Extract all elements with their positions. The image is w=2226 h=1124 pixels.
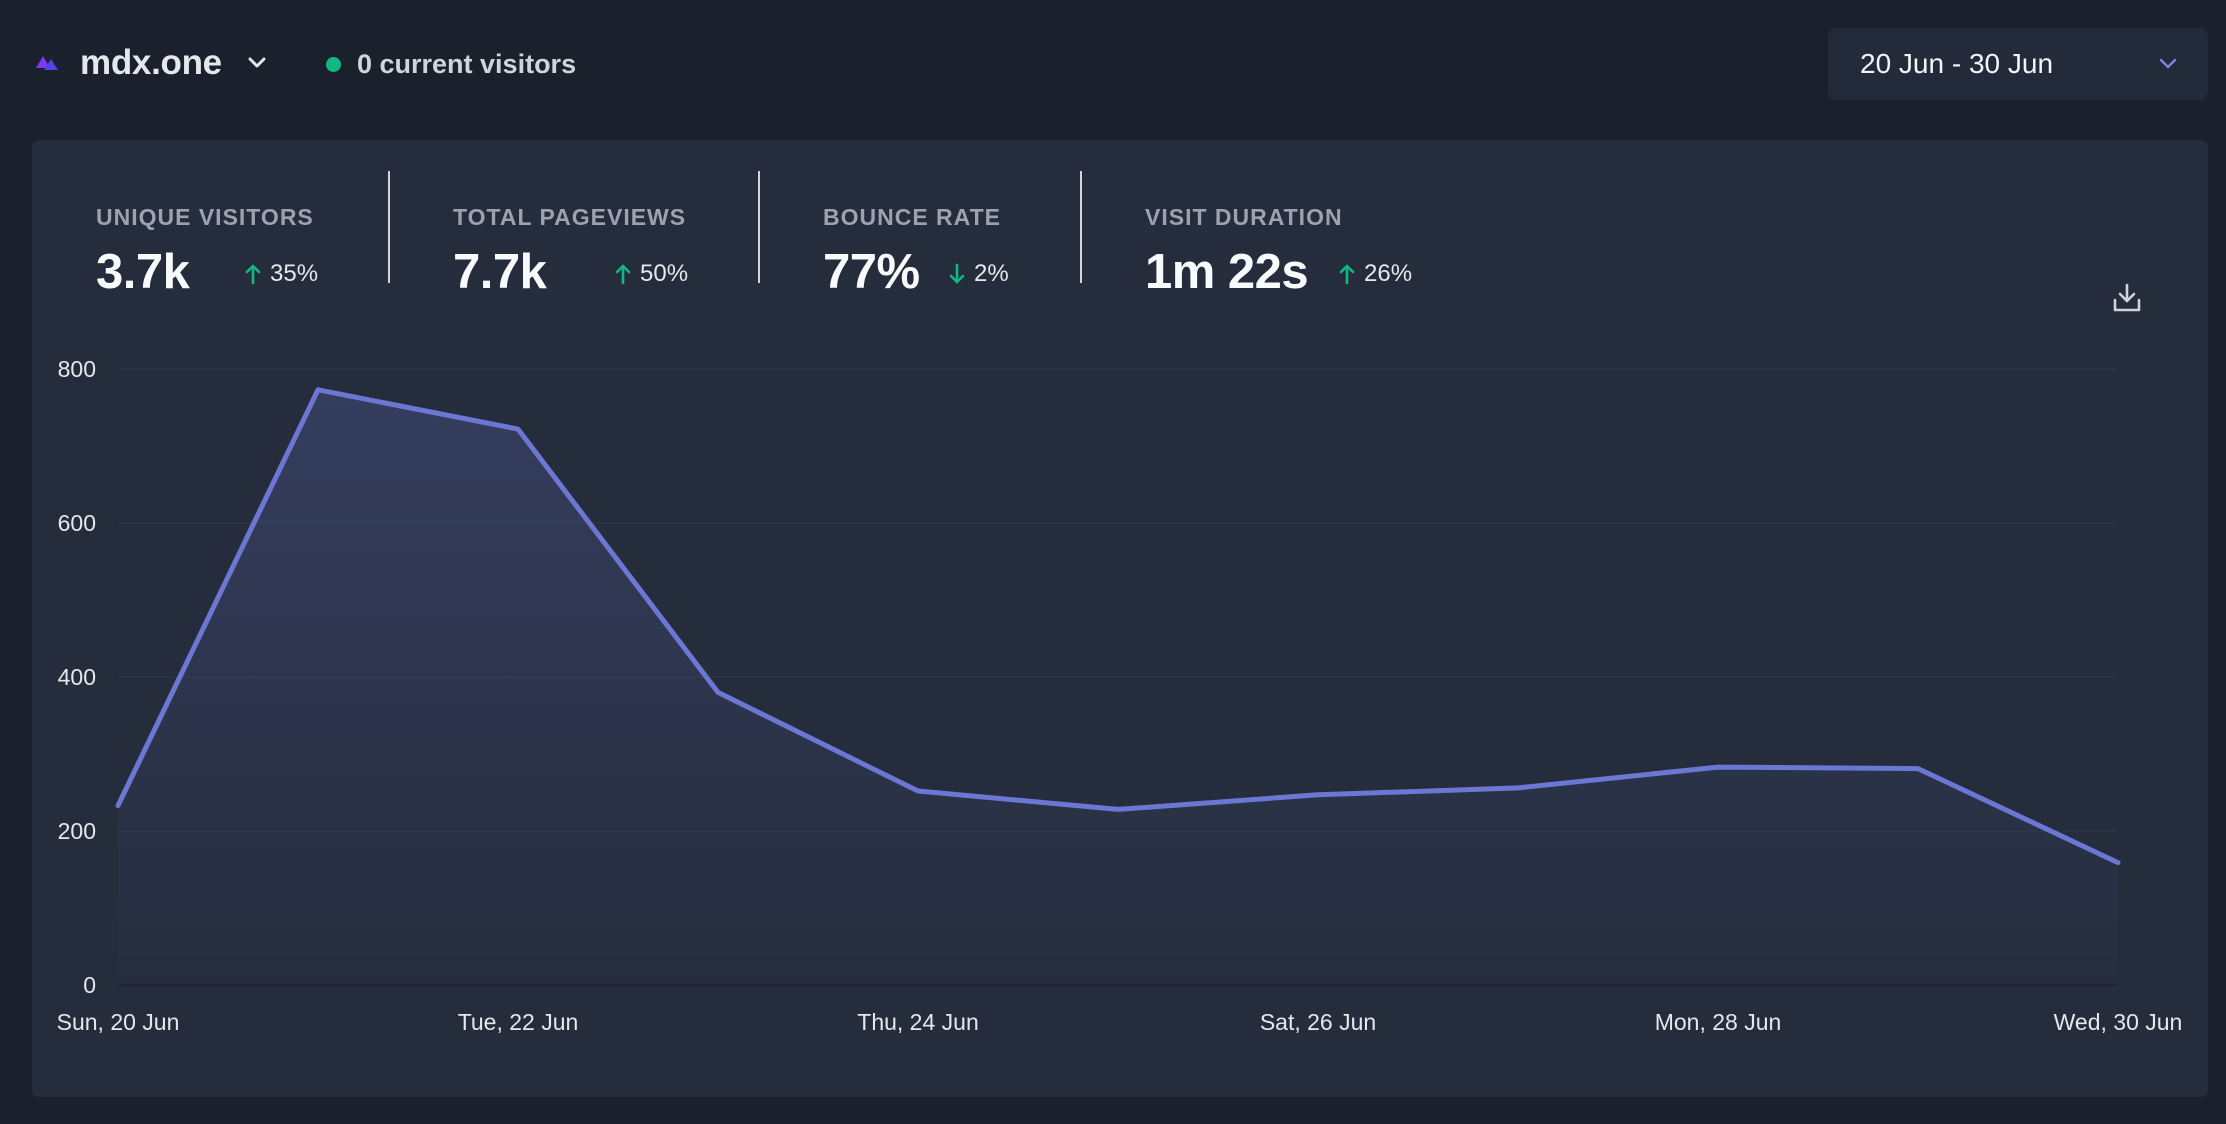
stat-change-value: 26% xyxy=(1364,260,1413,287)
y-tick-label: 0 xyxy=(83,972,96,998)
date-range-label: 20 Jun - 30 Jun xyxy=(1860,48,2054,79)
stat-label: BOUNCE RATE xyxy=(823,204,1001,230)
current-visitors[interactable]: 0 current visitors xyxy=(326,42,576,86)
x-tick-label: Wed, 30 Jun xyxy=(2054,1009,2183,1035)
download-icon[interactable] xyxy=(2112,282,2142,314)
y-tick-label: 200 xyxy=(58,818,96,844)
chevron-down-icon xyxy=(2159,58,2177,69)
x-tick-label: Sat, 26 Jun xyxy=(1260,1009,1376,1035)
visitors-chart[interactable]: 0 200 400 600 800 Sun, 20 Jun Tue, 22 Jun Thu,… xyxy=(32,140,2208,1097)
stat-change: 35% xyxy=(244,260,318,288)
stat-change-value: 35% xyxy=(270,260,319,287)
y-tick-label: 800 xyxy=(58,356,96,382)
x-tick-label: Tue, 22 Jun xyxy=(458,1009,579,1035)
stat-divider xyxy=(758,171,760,283)
y-tick-label: 600 xyxy=(58,510,96,536)
stat-label: TOTAL PAGEVIEWS xyxy=(453,204,687,230)
stat-divider xyxy=(388,171,390,283)
stat-change-value: 50% xyxy=(640,260,689,287)
y-tick-label: 400 xyxy=(58,664,96,690)
logo-icon xyxy=(36,56,58,70)
chart-points xyxy=(117,389,2119,863)
stat-change: 26% xyxy=(1338,260,1412,288)
x-axis: Sun, 20 Jun Tue, 22 Jun Thu, 24 Jun Sat, 26… xyxy=(57,1009,2183,1035)
stat-value: 77% xyxy=(823,245,920,299)
site-switcher[interactable]: mdx.one xyxy=(34,38,270,88)
y-axis: 0 200 400 600 800 xyxy=(58,356,96,998)
stat-label: VISIT DURATION xyxy=(1145,204,1343,230)
stat-value: 1m 22s xyxy=(1145,245,1309,299)
arrow-up-icon xyxy=(615,264,631,285)
top-bar: mdx.one 0 current visitors 20 Jun - 30 J… xyxy=(0,0,2226,130)
chart-area xyxy=(118,389,2118,985)
live-status-dot xyxy=(326,56,341,72)
stat-change-value: 2% xyxy=(974,260,1009,287)
stats-card: UNIQUE VISITORS 3.7k 35% TOTAL PAGEVIEWS… xyxy=(32,140,2208,1097)
x-tick-label: Sun, 20 Jun xyxy=(57,1009,180,1035)
x-tick-label: Thu, 24 Jun xyxy=(857,1009,978,1035)
arrow-down-icon xyxy=(949,263,965,284)
stat-divider xyxy=(1080,171,1082,283)
stat-change: 2% xyxy=(948,260,1009,288)
stat-change: 50% xyxy=(614,260,688,288)
site-name[interactable]: mdx.one xyxy=(80,43,222,82)
stat-value: 3.7k xyxy=(96,245,190,299)
arrow-up-icon xyxy=(245,264,261,285)
stat-value: 7.7k xyxy=(453,245,547,299)
current-visitors-label[interactable]: 0 current visitors xyxy=(357,48,577,79)
chevron-down-icon[interactable] xyxy=(244,50,270,76)
x-tick-label: Mon, 28 Jun xyxy=(1655,1009,1782,1035)
date-range-picker[interactable]: 20 Jun - 30 Jun xyxy=(1828,28,2208,100)
arrow-up-icon xyxy=(1339,264,1355,285)
stat-label: UNIQUE VISITORS xyxy=(96,204,314,230)
